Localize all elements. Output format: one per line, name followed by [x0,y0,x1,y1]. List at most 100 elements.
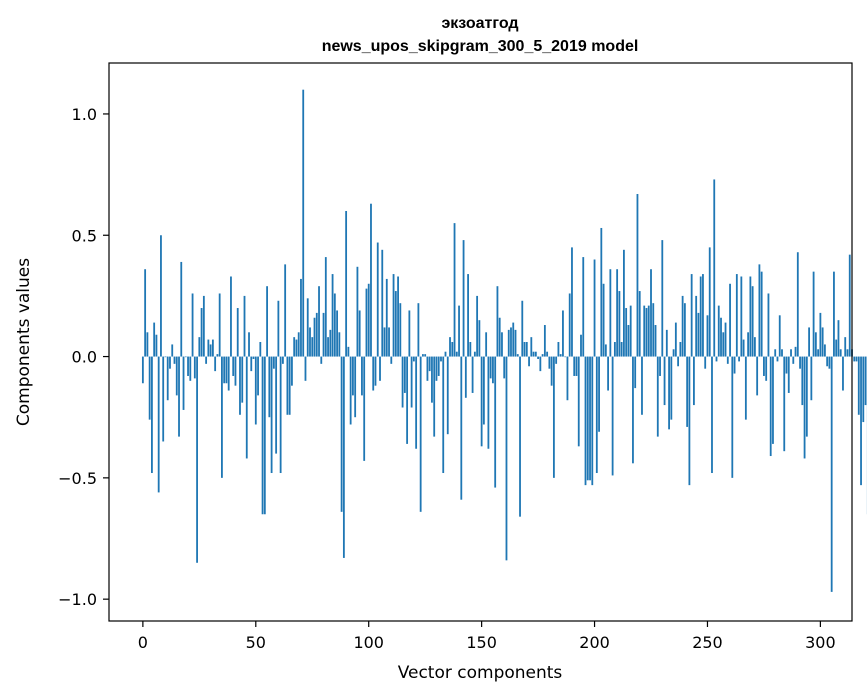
y-axis-ticks: −1.0 −0.5 0.0 0.5 1.0 [58,105,109,609]
bar-component-112 [394,291,397,357]
bar-component-146 [471,356,474,393]
bar-component-298 [814,332,817,357]
bar-component-148 [476,295,479,357]
bar-component-259 [726,356,729,364]
bar-component-61 [279,356,282,474]
bar-component-45 [243,295,246,357]
bar-component-178 [543,325,546,357]
bar-component-188 [566,356,569,401]
x-tick-label: 0 [138,633,148,652]
bar-component-68 [295,339,298,357]
bar-component-85 [333,293,336,357]
bar-component-22 [191,293,194,357]
bar-component-42 [236,308,239,357]
bar-component-162 [507,329,510,357]
bar-component-234 [670,356,673,420]
bar-component-137 [451,342,454,357]
bar-component-101 [370,203,372,357]
bar-component-60 [277,300,280,357]
bar-component-55 [266,286,268,357]
bar-component-30 [209,344,212,357]
bar-component-50 [254,356,257,425]
bar-component-317 [857,356,860,415]
bar-component-64 [286,356,289,415]
bar-component-301 [821,327,824,357]
bar-component-51 [257,356,259,396]
bar-component-168 [521,300,524,357]
bar-component-264 [738,356,740,362]
bar-component-240 [683,303,686,357]
y-tick-label: −1.0 [58,590,97,609]
bar-component-296 [810,356,813,401]
y-tick-label: 0.5 [72,226,97,245]
bar-component-316 [855,356,858,362]
bar-component-28 [205,356,208,364]
bar-component-170 [525,342,528,357]
bar-component-74 [309,327,311,357]
bar-component-247 [699,276,702,357]
plot-frame [108,62,853,622]
bar-component-124 [422,354,424,357]
bar-component-25 [198,337,201,357]
bar-component-172 [530,337,533,357]
bar-component-57 [270,356,273,474]
bar-component-125 [424,354,427,357]
bar-component-302 [824,344,826,357]
bar-component-304 [828,356,831,369]
bar-component-59 [275,356,278,454]
bar-component-11 [166,356,169,401]
bar-component-191 [573,356,576,376]
x-tick-label: 200 [579,633,610,652]
bar-component-270 [751,286,754,357]
bar-component-229 [659,356,661,376]
bar-component-2 [146,332,149,357]
bar-component-271 [753,337,756,357]
bar-component-312 [846,349,849,357]
bar-component-149 [478,320,481,357]
bar-component-291 [799,356,801,369]
bar-component-161 [505,356,508,561]
chart-subtitle: news_upos_skipgram_300_5_2019 model [322,38,639,55]
bar-component-143 [464,356,467,398]
bar-component-318 [860,356,862,486]
bars-group [141,89,867,592]
x-tick-label: 300 [805,633,836,652]
bar-component-71 [302,89,305,357]
bar-component-56 [268,356,271,418]
bar-component-110 [390,356,393,364]
bar-component-215 [627,325,630,357]
bar-component-250 [706,315,709,357]
bar-component-138 [453,223,456,357]
bar-component-111 [392,274,395,357]
bar-component-200 [593,259,596,357]
bar-component-135 [446,356,449,435]
bar-component-225 [650,269,652,357]
bar-component-128 [431,356,433,403]
bar-component-244 [693,356,695,406]
bar-component-297 [812,271,815,357]
bar-component-98 [363,356,366,461]
bar-component-20 [187,356,189,376]
bar-component-151 [482,356,485,425]
bar-component-7 [157,356,160,493]
bar-component-14 [173,356,176,364]
bar-component-293 [803,356,806,459]
bar-component-121 [415,356,418,449]
bar-component-287 [790,349,792,357]
bar-component-212 [620,342,623,357]
bar-component-63 [284,264,287,357]
bar-component-157 [496,286,499,357]
bar-component-192 [575,356,578,376]
x-axis-label: Vector components [398,663,563,683]
bar-component-116 [403,356,406,393]
x-tick-label: 100 [353,633,384,652]
bar-component-217 [632,356,634,464]
bar-component-145 [469,342,472,357]
bar-component-80 [322,312,325,357]
bar-component-130 [435,356,438,381]
bar-component-78 [318,286,320,357]
bar-component-189 [568,293,571,357]
bar-component-10 [164,356,167,358]
bar-component-81 [324,257,327,357]
bar-component-266 [742,339,745,357]
